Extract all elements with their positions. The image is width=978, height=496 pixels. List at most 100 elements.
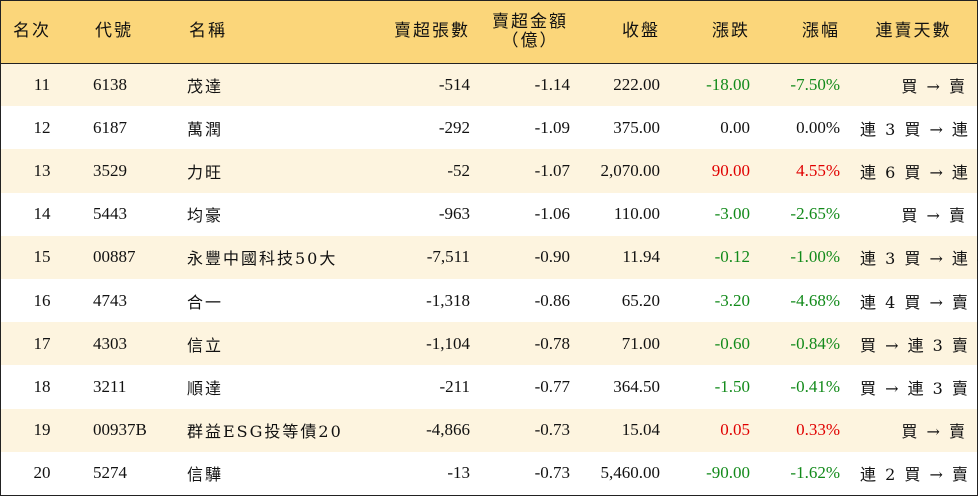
cell-name: 信立 (187, 335, 224, 355)
cell-code: 3529 (93, 160, 127, 180)
header-sell-amount[interactable]: 賣超金額 （億） (480, 1, 580, 64)
cell-rank: 16 (33, 290, 51, 310)
cell-change: -90.00 (706, 463, 750, 483)
table-row[interactable]: 14 5443 均豪 -963 -1.06 110.00 -3.00 -2.65% 買 → 賣 (1, 193, 977, 236)
cell-change-pct: -1.62% (790, 463, 840, 483)
cell-sell-amount: -1.06 (534, 204, 570, 224)
cell-streak: 連 3 買 → 連 4 賣 (860, 249, 978, 269)
cell-sell-volume: -1,104 (426, 333, 470, 353)
cell-sell-amount: -0.90 (534, 247, 570, 267)
cell-name: 永豐中國科技50大 (187, 249, 338, 269)
cell-name: 群益ESG投等債20 (187, 422, 343, 442)
cell-streak: 買 → 連 3 賣 (860, 378, 970, 398)
cell-change: -1.50 (714, 376, 750, 396)
cell-code: 00937B (93, 420, 147, 440)
cell-code: 6138 (93, 74, 127, 94)
cell-sell-volume: -211 (439, 376, 470, 396)
cell-rank: 18 (33, 376, 51, 396)
cell-streak: 連 2 買 → 賣 (860, 465, 970, 485)
cell-name: 均豪 (187, 206, 224, 226)
cell-sell-amount: -0.86 (534, 290, 570, 310)
cell-change: -0.12 (714, 247, 750, 267)
table-row[interactable]: 13 3529 力旺 -52 -1.07 2,070.00 90.00 4.55% 連 6 買 … (1, 149, 978, 193)
cell-rank: 11 (33, 74, 51, 94)
cell-rank: 12 (33, 117, 51, 137)
cell-rank: 15 (33, 247, 51, 267)
header-code[interactable]: 代號 (83, 1, 177, 64)
cell-change-pct: 4.55% (796, 160, 840, 180)
cell-sell-volume: -13 (447, 463, 470, 483)
cell-code: 6187 (93, 117, 127, 137)
table-row[interactable]: 15 00887 永豐中國科技50大 -7,511 -0.90 11.94 -0.12 -1.… (1, 235, 978, 279)
table-body: 11 6138 茂達 -514 -1.14 222.00 -18.00 -7.50% 買 → 賣… (1, 63, 978, 495)
cell-streak: 連 3 買 → 連 6 賣 (860, 119, 978, 139)
header-close[interactable]: 收盤 (580, 1, 670, 64)
cell-code: 5443 (93, 204, 127, 224)
cell-close: 375.00 (613, 117, 660, 137)
cell-sell-volume: -292 (438, 117, 470, 137)
cell-streak: 買 → 連 3 賣 (860, 335, 970, 355)
cell-streak: 買 → 賣 (901, 422, 967, 442)
table-row[interactable]: 12 6187 萬潤 -292 -1.09 375.00 0.00 0.00% 連 3 買 → … (1, 106, 978, 149)
cell-name: 力旺 (187, 162, 224, 182)
cell-change: -18.00 (706, 74, 750, 94)
cell-close: 2,070.00 (600, 160, 661, 180)
cell-code: 00887 (93, 247, 136, 267)
table-row[interactable]: 17 4303 信立 -1,104 -0.78 71.00 -0.60 -0.84% 買 → 連… (1, 322, 977, 366)
cell-rank: 20 (33, 463, 51, 483)
cell-close: 222.00 (613, 74, 660, 94)
header-sell-volume[interactable]: 賣超張數 (374, 1, 480, 64)
cell-change-pct: -2.65% (790, 204, 840, 224)
cell-sell-amount: -0.73 (534, 420, 570, 440)
cell-change: 0.05 (720, 420, 750, 440)
cell-sell-volume: -963 (438, 204, 470, 224)
cell-change-pct: 0.33% (796, 420, 840, 440)
cell-name: 萬潤 (187, 119, 224, 139)
cell-name: 茂達 (187, 76, 224, 96)
cell-sell-amount: -1.14 (534, 74, 570, 94)
header-sell-amount-line2: （億） (501, 30, 559, 51)
table-row[interactable]: 18 3211 順達 -211 -0.77 364.50 -1.50 -0.41% 買 → 連 … (1, 365, 977, 408)
cell-close: 364.50 (613, 376, 660, 396)
cell-name: 合一 (187, 292, 224, 312)
header-rank[interactable]: 名次 (1, 1, 83, 64)
cell-change: -0.60 (714, 333, 750, 353)
cell-change-pct: -0.84% (790, 333, 840, 353)
cell-change-pct: -0.41% (790, 376, 840, 396)
cell-close: 11.94 (622, 247, 660, 267)
cell-change: 0.00 (720, 117, 750, 137)
table-row[interactable]: 20 5274 信驊 -13 -0.73 5,460.00 -90.00 -1.62% 連 2 … (1, 452, 977, 495)
cell-sell-amount: -1.07 (534, 160, 570, 180)
header-name[interactable]: 名稱 (177, 1, 374, 64)
cell-rank: 19 (33, 420, 51, 440)
table-header-row: 名次 代號 名稱 賣超張數 賣超金額 （億） 收盤 漲跌 漲幅 連賣天數 (1, 1, 977, 64)
header-sell-amount-line1: 賣超金額 (492, 11, 568, 32)
cell-sell-amount: -0.78 (534, 333, 570, 353)
cell-code: 4303 (93, 333, 127, 353)
header-streak[interactable]: 連賣天數 (850, 1, 977, 64)
cell-name: 順達 (187, 378, 224, 398)
table-row[interactable]: 16 4743 合一 -1,318 -0.86 65.20 -3.20 -4.68% 連 4 買… (1, 279, 977, 322)
cell-sell-volume: -514 (438, 74, 470, 94)
cell-change: 90.00 (711, 160, 750, 180)
cell-change-pct: -4.68% (790, 290, 840, 310)
cell-change-pct: -7.50% (790, 74, 840, 94)
cell-change: -3.00 (714, 204, 750, 224)
cell-rank: 17 (33, 333, 51, 353)
cell-streak: 買 → 賣 (901, 76, 967, 96)
header-change-pct[interactable]: 漲幅 (760, 1, 850, 64)
table-row[interactable]: 11 6138 茂達 -514 -1.14 222.00 -18.00 -7.50% 買 → 賣 (1, 63, 977, 107)
cell-sell-amount: -0.77 (534, 376, 570, 396)
cell-sell-volume: -52 (447, 160, 470, 180)
cell-close: 65.20 (621, 290, 660, 310)
cell-name: 信驊 (187, 465, 224, 485)
header-change[interactable]: 漲跌 (670, 1, 760, 64)
cell-close: 71.00 (621, 333, 660, 353)
cell-sell-amount: -1.09 (534, 117, 570, 137)
cell-streak: 買 → 賣 (901, 206, 967, 226)
cell-code: 5274 (93, 463, 127, 483)
cell-streak: 連 6 買 → 連 18 賣 (860, 162, 978, 182)
table-row[interactable]: 19 00937B 群益ESG投等債20 -4,866 -0.73 15.04 0.05 0.… (1, 408, 977, 452)
